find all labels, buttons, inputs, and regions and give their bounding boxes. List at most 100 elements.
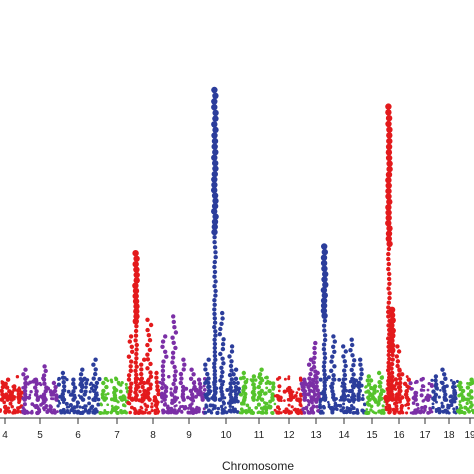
data-point bbox=[170, 350, 176, 355]
data-point bbox=[211, 228, 218, 236]
data-point bbox=[229, 377, 234, 382]
data-point bbox=[254, 405, 259, 410]
data-point bbox=[240, 410, 245, 414]
data-point bbox=[469, 377, 474, 382]
data-point bbox=[282, 389, 287, 394]
data-point bbox=[412, 411, 416, 415]
data-point bbox=[452, 388, 457, 394]
data-point bbox=[449, 379, 453, 382]
data-point bbox=[434, 382, 439, 387]
data-point bbox=[145, 352, 150, 357]
data-point bbox=[250, 378, 255, 383]
data-point bbox=[316, 409, 320, 413]
data-point bbox=[72, 395, 77, 400]
data-point bbox=[377, 380, 382, 385]
data-point bbox=[167, 375, 171, 379]
data-point bbox=[212, 298, 217, 303]
data-point bbox=[206, 376, 211, 381]
data-point bbox=[386, 360, 391, 365]
data-point bbox=[124, 386, 129, 390]
data-point bbox=[23, 384, 28, 390]
data-point bbox=[165, 405, 171, 410]
data-point bbox=[389, 370, 395, 375]
data-point bbox=[243, 391, 248, 397]
data-point bbox=[80, 367, 85, 372]
x-tick-label: 5 bbox=[37, 430, 43, 441]
data-point bbox=[211, 143, 218, 150]
data-point bbox=[322, 270, 329, 278]
data-point bbox=[365, 378, 370, 383]
data-point bbox=[385, 115, 393, 122]
data-point bbox=[386, 160, 393, 167]
data-point bbox=[270, 411, 275, 415]
data-point bbox=[310, 401, 314, 405]
data-point bbox=[227, 372, 233, 378]
data-point bbox=[198, 385, 203, 390]
data-point bbox=[23, 392, 28, 397]
data-point bbox=[330, 389, 335, 394]
data-point bbox=[311, 360, 316, 365]
data-point bbox=[339, 408, 344, 413]
data-point bbox=[203, 411, 208, 415]
data-point bbox=[385, 209, 392, 216]
data-point bbox=[146, 411, 150, 415]
data-point bbox=[423, 408, 427, 412]
data-point bbox=[468, 400, 473, 405]
data-point bbox=[321, 364, 327, 369]
data-point bbox=[173, 389, 178, 394]
data-point bbox=[388, 306, 396, 313]
data-point bbox=[22, 388, 28, 394]
data-point bbox=[302, 410, 307, 415]
data-point bbox=[322, 368, 327, 373]
data-point bbox=[386, 276, 392, 282]
data-point bbox=[430, 410, 434, 414]
data-point bbox=[390, 352, 395, 358]
data-point bbox=[173, 405, 177, 408]
data-point bbox=[256, 384, 261, 390]
data-point bbox=[148, 386, 153, 391]
data-point bbox=[128, 385, 133, 390]
data-point bbox=[352, 380, 357, 386]
data-point bbox=[252, 385, 257, 391]
data-point bbox=[368, 378, 374, 383]
data-point bbox=[350, 342, 355, 348]
data-point bbox=[443, 376, 448, 381]
data-point bbox=[322, 383, 327, 388]
data-point bbox=[0, 388, 4, 394]
data-point bbox=[171, 319, 176, 325]
data-point bbox=[434, 385, 439, 391]
data-point bbox=[150, 402, 154, 405]
data-point bbox=[429, 383, 434, 387]
data-point bbox=[322, 318, 328, 323]
data-point bbox=[160, 339, 166, 344]
data-point bbox=[65, 409, 70, 413]
data-point bbox=[452, 392, 457, 397]
data-point bbox=[179, 376, 184, 381]
data-point bbox=[331, 344, 336, 349]
data-point bbox=[320, 260, 328, 267]
data-point bbox=[426, 388, 430, 392]
data-point bbox=[41, 377, 47, 382]
data-point bbox=[91, 410, 96, 415]
data-point bbox=[233, 384, 239, 390]
data-point bbox=[245, 411, 248, 415]
data-point bbox=[186, 406, 190, 410]
data-point bbox=[431, 402, 435, 406]
data-point bbox=[106, 403, 110, 407]
data-point bbox=[321, 248, 328, 256]
data-point bbox=[330, 354, 335, 359]
data-point bbox=[134, 383, 139, 388]
data-point bbox=[212, 92, 219, 100]
data-point bbox=[329, 368, 334, 373]
data-point bbox=[351, 372, 356, 377]
data-point bbox=[139, 376, 144, 381]
data-point bbox=[311, 410, 316, 415]
data-point bbox=[43, 408, 46, 412]
data-point bbox=[437, 410, 442, 415]
data-point bbox=[169, 392, 175, 397]
data-point bbox=[133, 328, 139, 334]
data-point bbox=[134, 324, 139, 329]
data-point bbox=[430, 378, 434, 382]
data-point bbox=[342, 402, 346, 406]
data-point bbox=[351, 385, 356, 390]
